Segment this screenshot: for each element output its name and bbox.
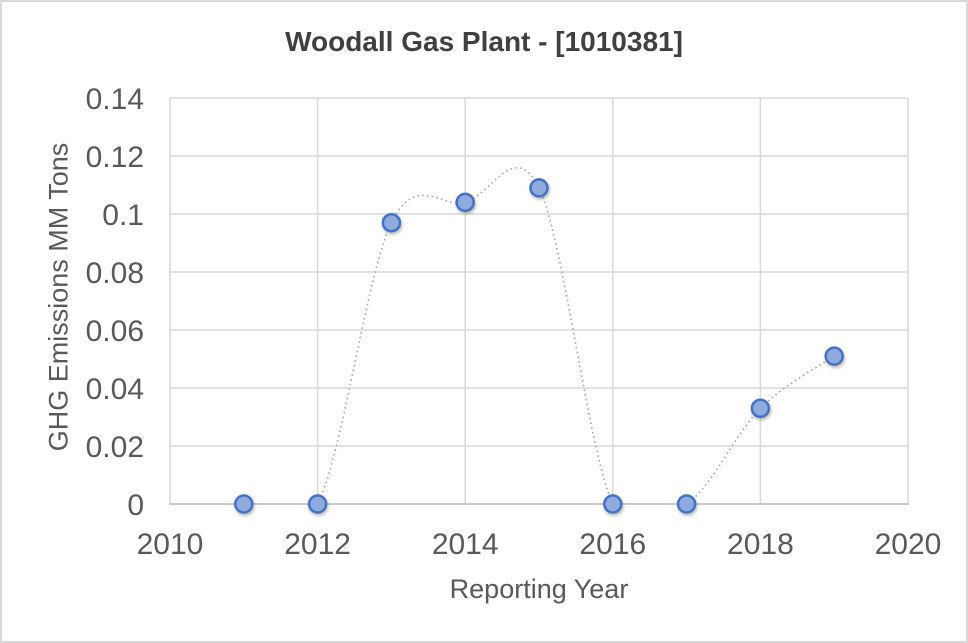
x-tick-label: 2018 bbox=[727, 528, 794, 561]
y-tick-label: 0.14 bbox=[86, 83, 144, 116]
data-point-marker bbox=[234, 494, 254, 514]
x-axis-title: Reporting Year bbox=[449, 574, 629, 604]
y-tick-label: 0.06 bbox=[86, 315, 144, 348]
x-tick-label: 2010 bbox=[137, 528, 204, 561]
y-tick-label: 0.12 bbox=[86, 141, 144, 174]
data-point-marker bbox=[603, 494, 623, 514]
y-axis-title: GHG Emissions MM Tons bbox=[43, 142, 74, 452]
data-point-marker bbox=[676, 494, 697, 514]
y-tick-label: 0.02 bbox=[86, 431, 144, 464]
chart-title: Woodall Gas Plant - [1010381] bbox=[285, 26, 683, 57]
data-point-marker bbox=[750, 398, 771, 419]
data-point-marker bbox=[529, 178, 549, 198]
data-point-marker bbox=[824, 346, 844, 366]
series-line bbox=[243, 166, 835, 505]
y-tick-label: 0.1 bbox=[102, 199, 144, 232]
y-tick-label: 0.04 bbox=[86, 373, 144, 406]
x-tick-label: 2012 bbox=[284, 528, 351, 561]
data-point-marker bbox=[381, 212, 402, 233]
x-tick-label: 2014 bbox=[432, 528, 499, 561]
x-tick-label: 2016 bbox=[579, 528, 646, 561]
data-point-marker bbox=[455, 192, 475, 213]
y-tick-label: 0 bbox=[127, 489, 144, 522]
y-tick-label: 0.08 bbox=[86, 257, 144, 290]
x-tick-label: 2020 bbox=[875, 528, 942, 561]
data-point-marker bbox=[307, 494, 328, 514]
